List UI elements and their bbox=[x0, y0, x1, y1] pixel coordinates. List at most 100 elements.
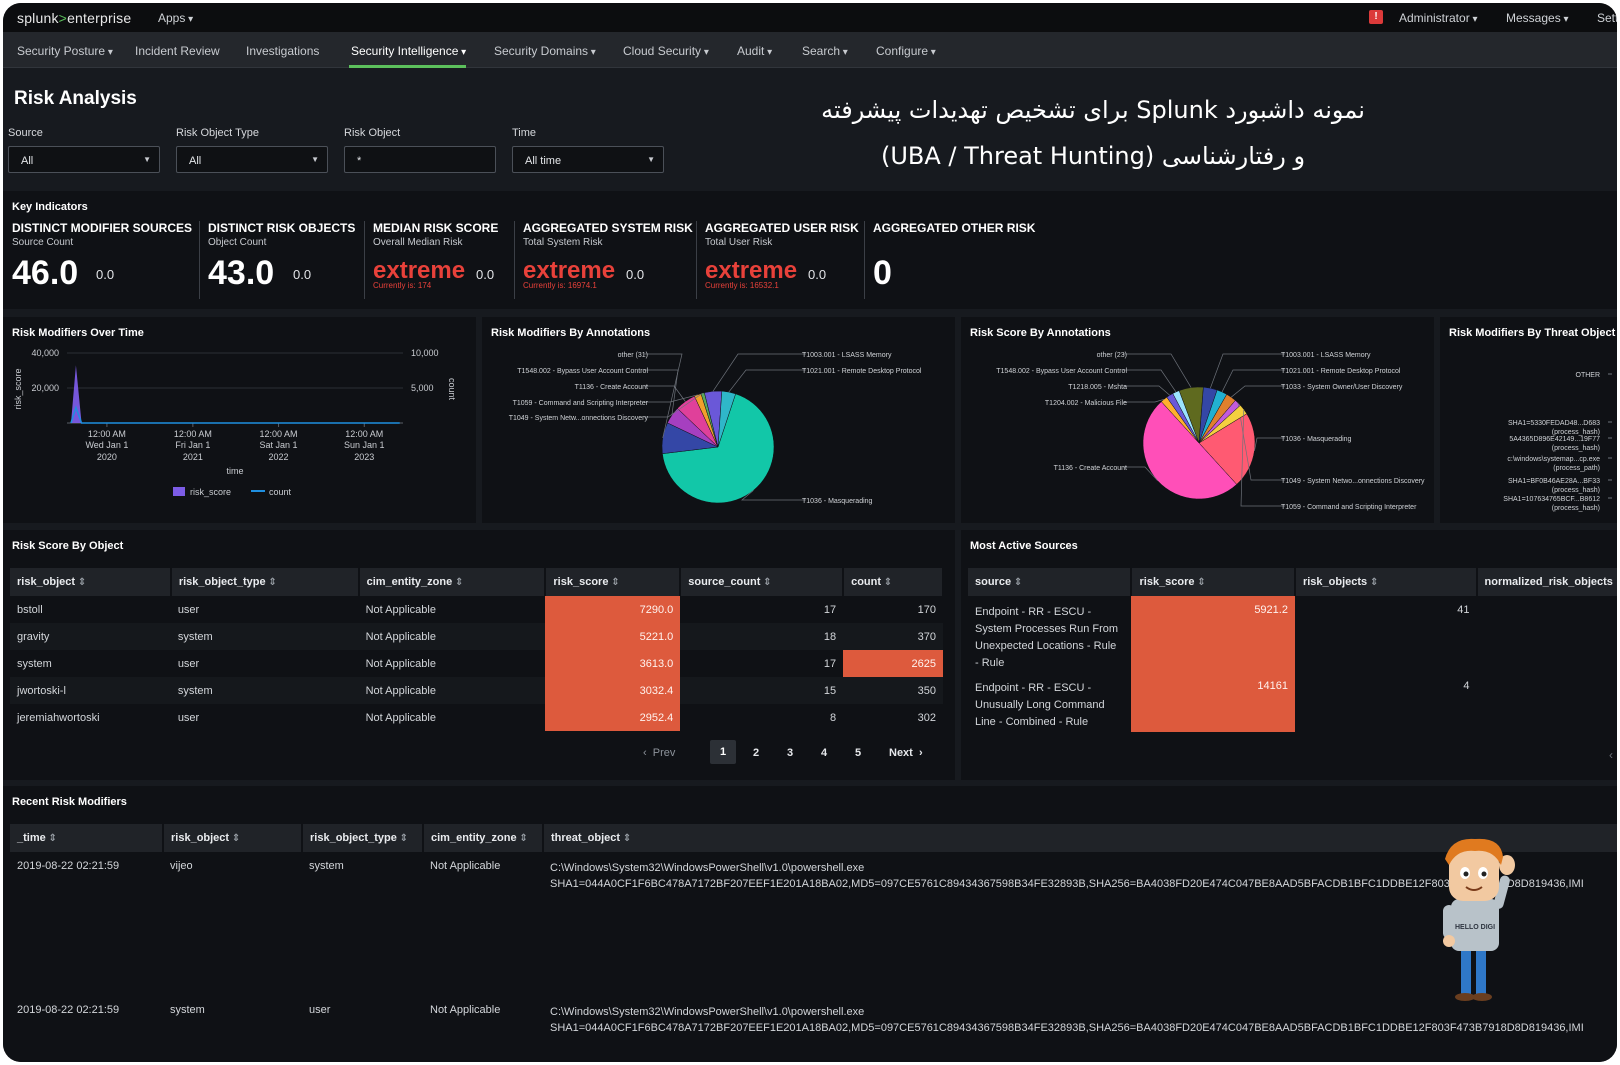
pager-next[interactable]: Next › bbox=[889, 747, 923, 759]
table-row[interactable]: system user Not Applicable 3613.0 17 262… bbox=[10, 650, 943, 677]
col-normalized-risk-objects[interactable]: normalized_risk_objects bbox=[1476, 568, 1617, 596]
kpi-title: MEDIAN RISK SCORE bbox=[373, 221, 499, 235]
col-cim-entity-zone[interactable]: cim_entity_zone bbox=[423, 824, 544, 852]
table-row[interactable]: jwortoski-l system Not Applicable 3032.4… bbox=[10, 677, 943, 704]
cell-type: system bbox=[309, 860, 344, 872]
col-risk-score[interactable]: risk_score bbox=[545, 568, 682, 596]
cell-normalized bbox=[1477, 596, 1617, 674]
nav-search[interactable]: Search bbox=[802, 44, 848, 58]
pie-label: T1049 - System Netwo...onnections Discov… bbox=[1281, 478, 1425, 485]
pie-label: T1003.001 - LSASS Memory bbox=[802, 352, 892, 359]
col-source-count[interactable]: source_count bbox=[680, 568, 845, 596]
cell-source[interactable]: Endpoint - RR - ESCU - Unusually Long Co… bbox=[968, 674, 1131, 732]
table-row[interactable]: bstoll user Not Applicable 7290.0 17 170 bbox=[10, 596, 943, 623]
cell-source[interactable]: Endpoint - RR - ESCU - System Processes … bbox=[968, 596, 1131, 674]
chevron-left-icon[interactable]: ‹ bbox=[1609, 748, 1613, 762]
table-row[interactable]: Endpoint - RR - ESCU - Unusually Long Co… bbox=[968, 674, 1617, 732]
col-risk-object-type[interactable]: risk_object_type bbox=[170, 568, 360, 596]
apps-menu[interactable]: Apps bbox=[158, 11, 193, 25]
source-filter-value: All bbox=[21, 155, 34, 167]
splunk-logo[interactable]: splunk>enterprise bbox=[17, 10, 131, 26]
cell-risk-object[interactable]: jwortoski-l bbox=[10, 677, 171, 704]
col-risk-object-type[interactable]: risk_object_type bbox=[302, 824, 424, 852]
pager-page-1[interactable]: 1 bbox=[710, 740, 736, 764]
source-filter-label: Source bbox=[8, 127, 43, 139]
type-filter-value: All bbox=[189, 155, 202, 167]
risk-score-area bbox=[70, 365, 400, 423]
col-risk-objects[interactable]: risk_objects bbox=[1294, 568, 1478, 596]
kpi-delta: 0.0 bbox=[808, 267, 827, 282]
cell-zone: Not Applicable bbox=[365, 657, 436, 670]
cell-type: user bbox=[177, 603, 200, 616]
col-source[interactable]: source bbox=[968, 568, 1133, 596]
kpi-other-risk[interactable]: AGGREGATED OTHER RISK 0 bbox=[873, 221, 1035, 292]
cell-risk-object[interactable]: jeremiahwortoski bbox=[17, 711, 100, 724]
nav-investigations[interactable]: Investigations bbox=[246, 44, 320, 58]
table-row[interactable]: 2019-08-22 02:21:59 system user Not Appl… bbox=[10, 998, 1617, 1058]
pager-prev[interactable]: ‹ Prev bbox=[643, 747, 676, 759]
nav-security-intelligence[interactable]: Security Intelligence bbox=[351, 44, 466, 58]
table-row[interactable]: Endpoint - RR - ESCU - System Processes … bbox=[968, 596, 1617, 674]
kpi-system-risk[interactable]: AGGREGATED SYSTEM RISK Total System Risk… bbox=[523, 221, 693, 290]
pager-page-3[interactable]: 3 bbox=[787, 747, 794, 759]
x-axis-label: time bbox=[226, 466, 243, 476]
alert-icon[interactable]: ! bbox=[1369, 10, 1383, 24]
pie-label: T1003.001 - LSASS Memory bbox=[1281, 352, 1371, 359]
nav-security-posture[interactable]: Security Posture bbox=[17, 44, 113, 58]
col-time[interactable]: _time bbox=[10, 824, 164, 852]
pie-leader-line bbox=[1221, 369, 1285, 393]
pie-label: other (31) bbox=[618, 352, 648, 359]
source-filter-dropdown[interactable]: All ▼ bbox=[8, 146, 160, 173]
cell-threat-object[interactable]: C:\Windows\System32\WindowsPowerShell\v1… bbox=[543, 998, 1617, 1058]
pie-leader-line bbox=[1240, 409, 1285, 507]
pie-label: T1204.002 - Malicious File bbox=[1045, 400, 1127, 407]
legend-label: risk_score bbox=[190, 487, 231, 497]
x-tick-label: Wed Jan 1 bbox=[85, 440, 128, 450]
col-cim-entity-zone[interactable]: cim_entity_zone bbox=[358, 568, 547, 596]
source-line: Endpoint - RR - ESCU - bbox=[975, 682, 1092, 694]
app-window: splunk>enterprise Apps ! Administrator M… bbox=[3, 3, 1617, 1062]
user-menu[interactable]: Administrator bbox=[1399, 11, 1478, 25]
table-row[interactable]: 2019-08-22 02:21:59 vijeo system Not App… bbox=[10, 852, 1617, 998]
logo-text: splunk bbox=[17, 10, 59, 26]
kpi-risk-objects[interactable]: DISTINCT RISK OBJECTS Object Count 43.0 … bbox=[208, 221, 355, 292]
pager-page-2[interactable]: 2 bbox=[753, 747, 760, 759]
panel-title: Risk Modifiers Over Time bbox=[12, 327, 144, 339]
col-count[interactable]: count bbox=[843, 568, 944, 596]
table-row[interactable]: jeremiahwortoski user Not Applicable 295… bbox=[10, 704, 943, 731]
kpi-value: 43.0 bbox=[208, 254, 275, 292]
kpi-divider bbox=[364, 221, 365, 299]
cell-risk-object[interactable]: gravity bbox=[10, 623, 171, 650]
cell-risk-object[interactable]: system bbox=[17, 657, 52, 670]
table-row[interactable]: gravity system Not Applicable 5221.0 18 … bbox=[10, 623, 943, 650]
kpi-modifier-sources[interactable]: DISTINCT MODIFIER SOURCES Source Count 4… bbox=[12, 221, 192, 292]
col-threat-object[interactable]: threat_object bbox=[543, 824, 1617, 852]
pager-page-5[interactable]: 5 bbox=[855, 747, 862, 759]
cell-risk-object[interactable]: system bbox=[170, 1004, 205, 1016]
cell-threat-object[interactable]: C:\Windows\System32\WindowsPowerShell\v1… bbox=[543, 852, 1617, 998]
kpi-user-risk[interactable]: AGGREGATED USER RISK Total User Risk ext… bbox=[705, 221, 859, 290]
cell-type: user bbox=[309, 1004, 331, 1016]
time-filter-dropdown[interactable]: All time ▼ bbox=[512, 146, 664, 173]
cell-risk-object[interactable]: vijeo bbox=[170, 860, 193, 872]
cell-risk-object[interactable]: bstoll bbox=[17, 603, 43, 616]
pager-next-label: Next bbox=[889, 747, 913, 759]
messages-menu[interactable]: Messages bbox=[1506, 11, 1569, 25]
nav-cloud-security[interactable]: Cloud Security bbox=[623, 44, 709, 58]
col-risk-score[interactable]: risk_score bbox=[1131, 568, 1296, 596]
nav-configure[interactable]: Configure bbox=[876, 44, 936, 58]
object-filter-input[interactable]: * bbox=[344, 146, 496, 173]
x-tick-label: 12:00 AM bbox=[260, 429, 298, 439]
pie-label: T1059 - Command and Scripting Interprete… bbox=[513, 400, 649, 407]
nav-security-domains[interactable]: Security Domains bbox=[494, 44, 596, 58]
type-filter-dropdown[interactable]: All ▼ bbox=[176, 146, 328, 173]
nav-audit[interactable]: Audit bbox=[737, 44, 772, 58]
pager-page-4[interactable]: 4 bbox=[821, 747, 828, 759]
kpi-median-risk[interactable]: MEDIAN RISK SCORE Overall Median Risk ex… bbox=[373, 221, 499, 290]
col-risk-object[interactable]: risk_object bbox=[163, 824, 303, 852]
nav-incident-review[interactable]: Incident Review bbox=[135, 44, 220, 58]
pie-leader-line bbox=[644, 385, 686, 402]
col-risk-object[interactable]: risk_object bbox=[10, 568, 172, 596]
kpi-value: extreme bbox=[523, 257, 616, 284]
settings-menu[interactable]: Setti bbox=[1597, 11, 1617, 25]
